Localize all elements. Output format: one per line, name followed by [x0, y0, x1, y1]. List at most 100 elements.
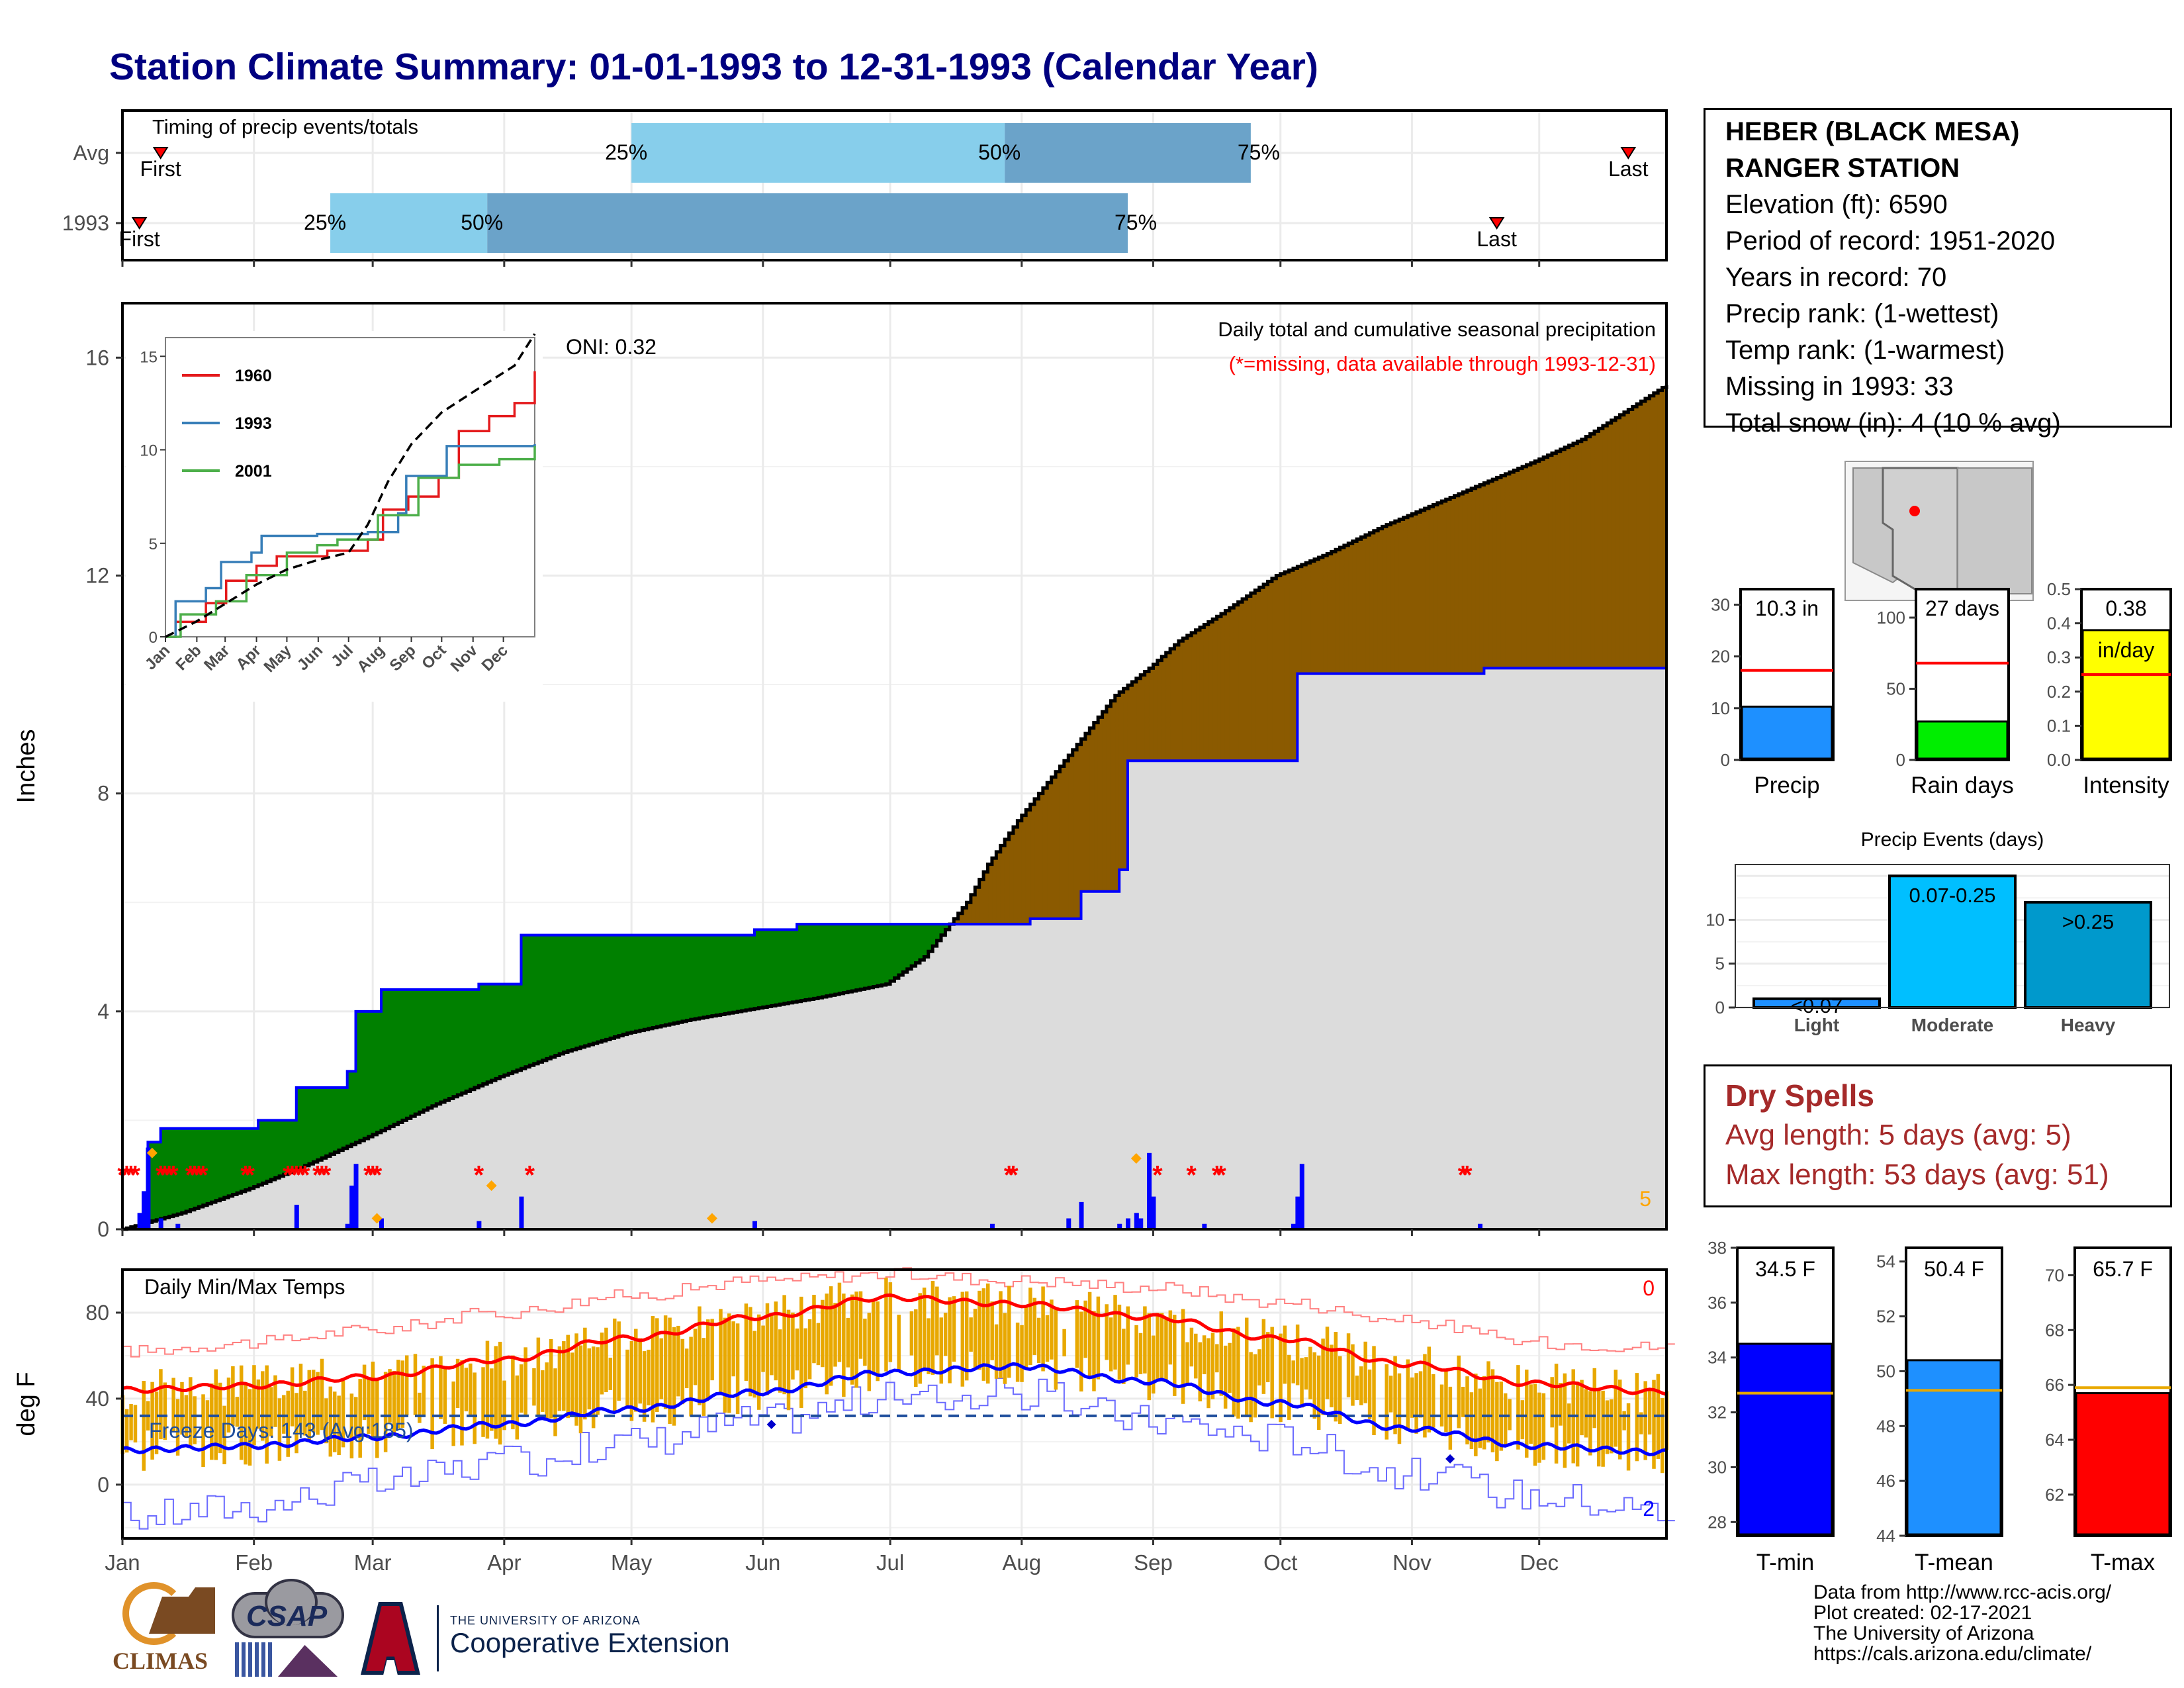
- daily-temp-bar: [952, 1296, 956, 1362]
- missing-day-marker: *: [159, 1161, 170, 1190]
- missing-day-marker: *: [312, 1161, 323, 1190]
- daily-temp-bar: [1215, 1344, 1219, 1373]
- daily-temp-bar: [973, 1309, 978, 1369]
- daily-temp-bar: [1138, 1333, 1143, 1374]
- daily-temp-bar: [553, 1368, 557, 1436]
- daily-temp-bar: [311, 1370, 316, 1433]
- timing-first-label: First: [140, 157, 181, 181]
- daily-temp-bar: [485, 1340, 490, 1439]
- temp-y-axis-label: deg F: [13, 1372, 40, 1436]
- daily-temp-bar: [307, 1370, 312, 1442]
- missing-day-marker: *: [372, 1161, 383, 1190]
- daily-temp-bar: [782, 1295, 786, 1395]
- credits-line2: Plot created: 02-17-2021: [1813, 1602, 2032, 1624]
- missing-day-marker: *: [164, 1161, 175, 1190]
- missing-day-marker: *: [300, 1161, 310, 1190]
- precip-events-title: Precip Events (days): [1861, 829, 2044, 851]
- missing-day-marker: *: [316, 1161, 327, 1190]
- coop-ext-text: Cooperative Extension: [450, 1627, 730, 1658]
- daily-temp-bar: [986, 1283, 990, 1384]
- daily-temp-bar: [1363, 1341, 1367, 1403]
- climas-emblem: [122, 1582, 185, 1645]
- credits-line1: Data from http://www.rcc-acis.org/: [1813, 1581, 2112, 1603]
- daily-precip-bar: [752, 1221, 757, 1229]
- missing-day-marker: *: [194, 1161, 205, 1190]
- precip-y-tick-label: 4: [97, 1000, 109, 1023]
- daily-temp-bar: [1062, 1329, 1066, 1357]
- daily-temp-bar: [1041, 1286, 1045, 1372]
- daily-temp-bar: [189, 1377, 193, 1447]
- daily-temp-bar: [557, 1346, 562, 1411]
- month-label: May: [611, 1550, 653, 1575]
- daily-temp-bar: [1639, 1412, 1643, 1434]
- daily-temp-bar: [863, 1318, 867, 1366]
- daily-temp-bar: [1385, 1364, 1388, 1440]
- daily-temp-bar: [1291, 1360, 1295, 1383]
- timing-first-label: First: [119, 227, 160, 251]
- temp-gauge-value-label: 65.7 F: [2093, 1257, 2153, 1281]
- daily-temp-bar: [1541, 1393, 1546, 1460]
- daily-temp-bar: [570, 1352, 574, 1415]
- daily-temp-bar: [684, 1348, 689, 1389]
- daily-temp-bar: [1147, 1313, 1152, 1401]
- timing-bar-q25-q50: [631, 123, 1005, 183]
- daily-temp-bar: [549, 1338, 553, 1419]
- oni-label: ONI: 0.32: [566, 335, 657, 359]
- daily-temp-bar: [282, 1395, 286, 1434]
- month-label: Jul: [876, 1550, 904, 1575]
- daily-temp-bar: [1427, 1346, 1432, 1432]
- temp-gauge-tick-label: 36: [1707, 1293, 1727, 1313]
- daily-temp-bar: [1605, 1400, 1610, 1454]
- daily-temp-bar: [1495, 1382, 1499, 1462]
- temp-panel-title: Daily Min/Max Temps: [144, 1275, 345, 1299]
- precip-y-tick-label: 0: [97, 1217, 109, 1241]
- precip-event-bar-label: <0.07: [1791, 994, 1843, 1017]
- daily-temp-bar: [778, 1329, 782, 1393]
- daily-temp-bar: [909, 1311, 914, 1356]
- daily-temp-bar: [1414, 1373, 1418, 1434]
- daily-precip-bar: [345, 1223, 350, 1229]
- daily-temp-bar: [1198, 1342, 1202, 1401]
- daily-temp-bar: [1079, 1311, 1083, 1392]
- precip-gauge-tick-label: 0.4: [2047, 614, 2071, 633]
- daily-temp-bar: [349, 1393, 354, 1459]
- missing-day-marker: *: [130, 1161, 140, 1190]
- daily-temp-bar: [154, 1391, 159, 1454]
- temp-top-right-count: 0: [1643, 1276, 1655, 1300]
- daily-temp-bar: [1202, 1335, 1206, 1374]
- temp-gauge-name: T-max: [2091, 1550, 2156, 1575]
- precip-year-line: [122, 667, 1666, 1231]
- freeze-days-label: Freeze Days: 143 (Avg:185): [149, 1419, 414, 1442]
- precip-gauge-unit-label: in/day: [2098, 638, 2154, 662]
- csap-cloud-top: [265, 1579, 318, 1625]
- daily-temp-bar: [451, 1382, 455, 1446]
- daily-temp-bar: [591, 1346, 596, 1429]
- daily-temp-bar: [133, 1405, 138, 1443]
- daily-temp-bar: [261, 1371, 265, 1441]
- daily-temp-bar: [1610, 1399, 1614, 1454]
- daily-temp-bar: [422, 1366, 426, 1417]
- daily-temp-bar: [1431, 1374, 1435, 1428]
- station-name-line1: HEBER (BLACK MESA): [1725, 117, 2020, 146]
- daily-temp-bar: [481, 1367, 485, 1437]
- precip-events-border: [1735, 864, 2170, 1008]
- daily-temp-bar: [752, 1331, 756, 1398]
- daily-temp-bar: [1563, 1373, 1567, 1468]
- daily-temp-bar: [256, 1379, 261, 1429]
- daily-temp-bar: [702, 1338, 706, 1416]
- daily-temp-bar: [1338, 1356, 1342, 1425]
- daily-temp-bar: [867, 1313, 872, 1391]
- daily-temp-bar: [523, 1347, 527, 1417]
- daily-temp-bar: [159, 1369, 163, 1440]
- missing-day-marker: *: [1186, 1161, 1197, 1190]
- timing-label-75: 75%: [1238, 140, 1280, 164]
- timing-label-25: 25%: [605, 140, 647, 164]
- daily-temp-bar: [265, 1365, 269, 1464]
- daily-temp-bar: [1601, 1390, 1605, 1467]
- temp-gauge-tick-label: 50: [1876, 1361, 1895, 1381]
- missing-day-marker: *: [1212, 1161, 1222, 1190]
- month-label: Mar: [354, 1550, 392, 1575]
- daily-temp-bar: [129, 1403, 133, 1440]
- timing-row-label: 1993: [62, 211, 109, 235]
- daily-temp-bar: [587, 1348, 592, 1410]
